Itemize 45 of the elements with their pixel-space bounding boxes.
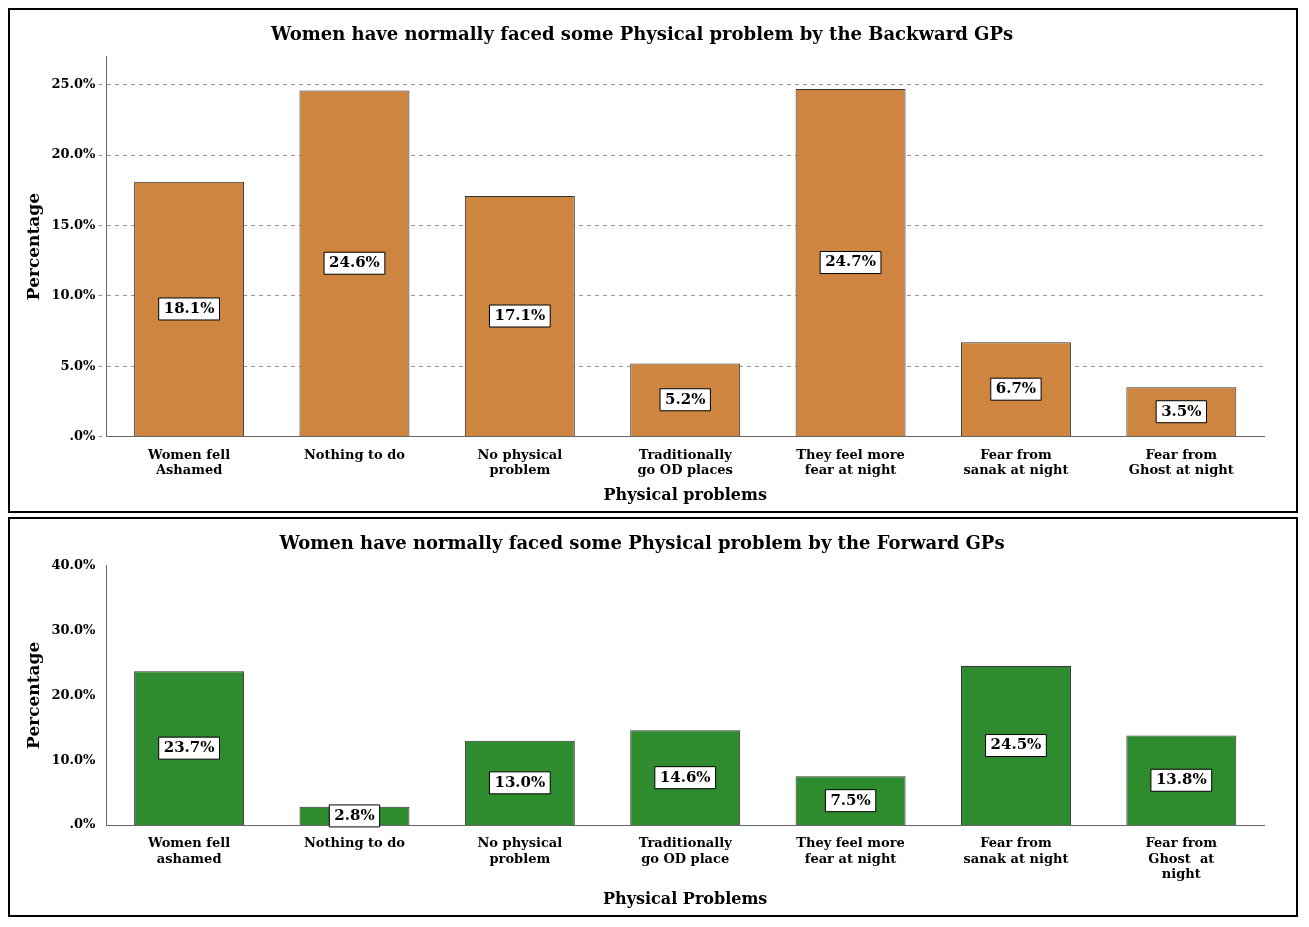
data-label: 14.6%	[659, 767, 711, 786]
data-label: 7.5%	[830, 790, 871, 809]
y-axis-title: Percentage	[22, 641, 43, 749]
data-label: 13.8%	[1155, 770, 1207, 789]
data-label: 5.2%	[665, 389, 706, 408]
data-label: 24.7%	[825, 252, 876, 271]
y-tick-label: .0%	[69, 816, 97, 832]
x-tick-label: Nothing to do	[303, 835, 406, 851]
data-label: 3.5%	[1161, 401, 1202, 420]
x-tick-label: Women fell Ashamed	[147, 446, 231, 478]
x-tick-label: Fear from sanak at night	[963, 835, 1069, 866]
data-label: 17.1%	[494, 305, 546, 324]
x-tick-label: Fear from Ghost at night	[1128, 446, 1234, 478]
x-tick-label: Traditionally go OD place	[638, 835, 733, 866]
y-tick-label: .0%	[69, 427, 97, 443]
x-tick-label: Fear from Ghost at night	[1145, 835, 1218, 882]
data-label: 13.0%	[494, 772, 546, 791]
y-tick-label: 25.0%	[51, 76, 97, 92]
x-tick-label: Nothing to do	[303, 446, 406, 462]
y-tick-label: 10.0%	[51, 751, 97, 767]
x-tick-label: They feel more fear at night	[796, 835, 905, 866]
x-tick-label: No physical problem	[477, 835, 563, 866]
y-axis-title: Percentage	[22, 192, 43, 301]
chart-title: Women have normally faced some Physical problem by the Backward GPs	[269, 23, 1014, 45]
y-tick-label: 10.0%	[51, 287, 97, 303]
data-label: 23.7%	[163, 738, 215, 757]
x-tick-label: They feel more fear at night	[796, 446, 905, 478]
x-tick-label: Women fell ashamed	[147, 835, 231, 866]
y-tick-label: 15.0%	[51, 216, 97, 232]
y-tick-label: 5.0%	[60, 357, 97, 373]
chart-title: Women have normally faced some Physical problem by the Forward GPs	[278, 532, 1005, 554]
data-label: 2.8%	[334, 805, 375, 824]
x-tick-label: Traditionally go OD places	[637, 446, 733, 478]
data-label: 6.7%	[995, 379, 1037, 398]
data-label: 24.6%	[329, 253, 380, 272]
y-tick-label: 40.0%	[51, 556, 97, 572]
y-tick-label: 20.0%	[51, 686, 97, 702]
data-label: 24.5%	[990, 735, 1042, 754]
x-axis-title: Physical Problems	[603, 888, 768, 908]
y-tick-label: 20.0%	[51, 146, 97, 162]
x-axis-title: Physical problems	[603, 484, 767, 504]
data-label: 18.1%	[163, 298, 215, 317]
x-tick-label: No physical problem	[477, 446, 563, 478]
x-tick-label: Fear from sanak at night	[963, 446, 1069, 478]
y-tick-label: 30.0%	[51, 621, 97, 637]
